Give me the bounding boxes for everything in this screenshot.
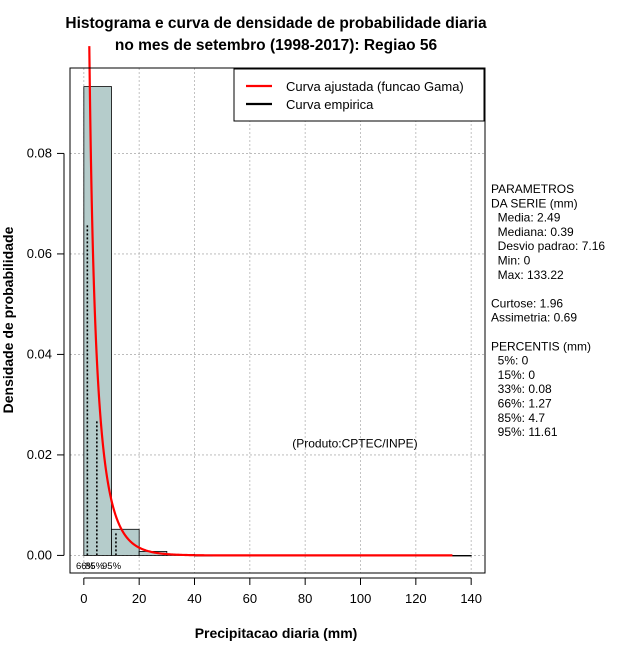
x-tick-label-20: 20 xyxy=(132,591,146,606)
side-panel-line-9: Assimetria: 0.69 xyxy=(491,311,577,325)
legend: Curva ajustada (funcao Gama) Curva empir… xyxy=(233,68,485,122)
chart-title-line-1: Histograma e curva de densidade de proba… xyxy=(65,15,487,32)
percentile-label-66: 66% xyxy=(76,561,96,572)
percentile-markers xyxy=(86,223,117,556)
histogram-bars xyxy=(83,86,472,557)
side-panel-line-15: 66%: 1.27 xyxy=(491,397,552,411)
percentile-label-95: 95% xyxy=(102,561,122,572)
side-panel-line-2: Media: 2.49 xyxy=(491,211,561,225)
gamma-curve-group xyxy=(88,46,453,557)
side-panel-line-13: 15%: 0 xyxy=(491,368,535,382)
plot-frame xyxy=(69,67,486,574)
side-panel-line-12: 5%: 0 xyxy=(491,354,529,368)
side-panel-line-4: Desvio padrao: 7.16 xyxy=(491,239,605,253)
y-tick-label-1: 0.02 xyxy=(27,447,52,462)
side-panel-line-16: 85%: 4.7 xyxy=(491,411,545,425)
percentile-bottom-labels: 66% 85% 95% xyxy=(76,561,122,572)
x-tick-label-140: 140 xyxy=(460,591,482,606)
legend-empirical-label: Curva empirica xyxy=(286,97,374,112)
x-tick-label-60: 60 xyxy=(243,591,257,606)
percentile-label-85: 85% xyxy=(85,561,105,572)
x-axis: 0 20 40 60 80 100 120 140 xyxy=(80,577,482,606)
side-panel-line-1: DA SERIE (mm) xyxy=(491,196,578,210)
y-axis-label: Densidade de probabilidade xyxy=(0,226,16,413)
y-axis: 0.00 0.02 0.04 0.06 0.08 xyxy=(27,145,65,562)
side-panel-line-5: Min: 0 xyxy=(491,254,531,268)
side-panel-line-14: 33%: 0.08 xyxy=(491,382,552,396)
gamma-density-curve xyxy=(88,46,453,557)
y-tick-label-4: 0.08 xyxy=(27,145,52,160)
legend-gamma-label: Curva ajustada (funcao Gama) xyxy=(286,79,464,94)
x-tick-label-120: 120 xyxy=(405,591,427,606)
x-axis-label: Precipitacao diaria (mm) xyxy=(195,625,358,641)
side-panel-line-0: PARAMETROS xyxy=(491,182,574,196)
x-tick-label-40: 40 xyxy=(187,591,201,606)
product-annotation: (Produto:CPTEC/INPE) xyxy=(292,436,417,450)
y-tick-label-2: 0.04 xyxy=(27,346,52,361)
x-tick-label-100: 100 xyxy=(350,591,372,606)
x-tick-label-0: 0 xyxy=(80,591,87,606)
x-tick-label-80: 80 xyxy=(298,591,312,606)
side-panel-line-8: Curtose: 1.96 xyxy=(491,296,563,310)
chart-title-line-2: no mes de setembro (1998-2017): Regiao 5… xyxy=(115,37,438,54)
legend-box xyxy=(233,68,485,122)
y-tick-label-0: 0.00 xyxy=(27,547,52,562)
y-tick-label-3: 0.06 xyxy=(27,246,52,261)
side-panel-line-6: Max: 133.22 xyxy=(491,268,564,282)
side-panel-line-17: 95%: 11.61 xyxy=(491,425,558,439)
side-panel-line-3: Mediana: 0.39 xyxy=(491,225,574,239)
side-panel-line-11: PERCENTIS (mm) xyxy=(491,339,591,353)
histogram-bar-0 xyxy=(83,86,112,556)
